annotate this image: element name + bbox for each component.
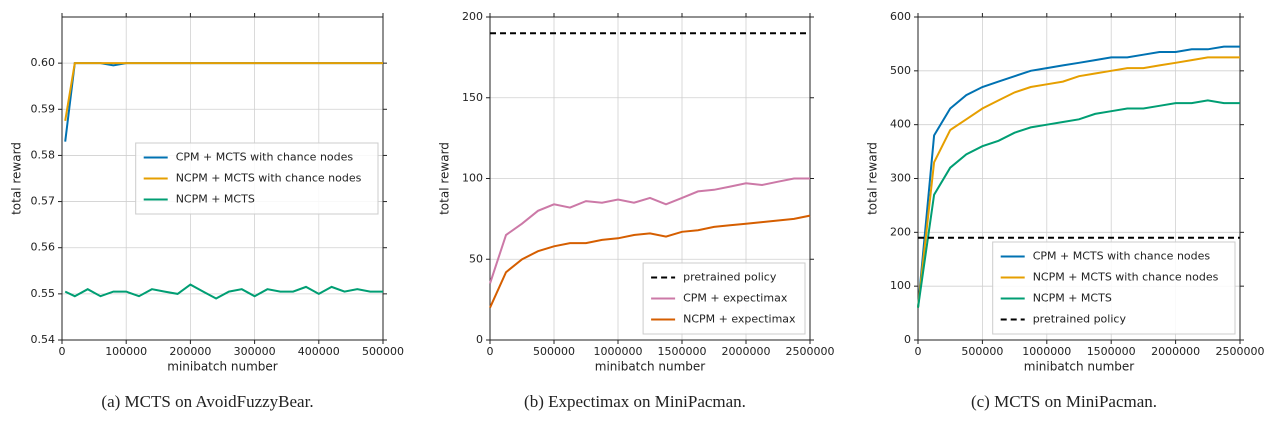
- x-tick-label: 2500000: [1216, 345, 1265, 358]
- y-tick-label: 0.57: [31, 195, 56, 208]
- y-axis-label: total reward: [10, 142, 24, 215]
- x-tick-label: 300000: [234, 345, 276, 358]
- y-tick-label: 0.60: [31, 56, 56, 69]
- panel: 0.54 0.55 0.56 0.57 0.58 0.59 0.60 0 100000 20000…: [10, 13, 404, 411]
- legend: CPM + MCTS with chance nodes NCPM + MCTS …: [135, 142, 379, 215]
- y-tick-label: 200: [890, 225, 911, 238]
- legend-label: pretrained policy: [683, 271, 777, 284]
- legend-box: [992, 241, 1236, 335]
- legend-label: NCPM + expectimax: [683, 313, 796, 326]
- y-tick-label: 0.56: [31, 241, 56, 254]
- y-axis-label: total reward: [438, 142, 452, 215]
- x-tick-label: 200000: [169, 345, 211, 358]
- y-tick-label: 500: [890, 64, 911, 77]
- legend-label: CPM + MCTS with chance nodes: [1033, 250, 1211, 263]
- x-tick-label: 2000000: [1151, 345, 1200, 358]
- legend-label: NCPM + MCTS: [176, 193, 255, 206]
- y-tick-label: 0: [476, 333, 483, 346]
- series-line: [489, 214, 811, 309]
- x-tick-label: 1000000: [1022, 345, 1071, 358]
- x-tick-label: 500000: [362, 345, 404, 358]
- legend-label: NCPM + MCTS: [1033, 292, 1112, 305]
- x-axis-label: minibatch number: [1024, 360, 1135, 374]
- legend-label: pretrained policy: [1033, 313, 1127, 326]
- legend-label: CPM + expectimax: [683, 292, 788, 305]
- y-tick-label: 0.58: [31, 148, 56, 161]
- x-tick-label: 400000: [298, 345, 340, 358]
- series-line: [64, 283, 383, 300]
- y-tick-label: 400: [890, 118, 911, 131]
- y-tick-label: 0.55: [31, 287, 56, 300]
- y-tick-label: 0.54: [31, 333, 56, 346]
- x-axis-label: minibatch number: [167, 360, 278, 374]
- legend: pretrained policy CPM + expectimax NCPM + …: [642, 262, 806, 335]
- x-axis-label: minibatch number: [595, 360, 706, 374]
- x-tick-label: 500000: [533, 345, 575, 358]
- series-line: [489, 177, 810, 284]
- plot-frame: [61, 16, 384, 341]
- x-tick-label: 100000: [105, 345, 147, 358]
- y-tick-label: 600: [890, 10, 911, 23]
- legend: CPM + MCTS with chance nodes NCPM + MCTS …: [992, 241, 1236, 335]
- series-line: [64, 62, 383, 121]
- caption: (a) MCTS on AvoidFuzzyBear.: [101, 392, 313, 411]
- x-tick-label: 1000000: [594, 345, 643, 358]
- x-tick-label: 0: [487, 345, 494, 358]
- x-tick-label: 0: [59, 345, 66, 358]
- plot-frame: [917, 16, 1241, 341]
- x-tick-label: 1500000: [658, 345, 707, 358]
- x-tick-label: 500000: [961, 345, 1003, 358]
- y-axis-label: total reward: [866, 142, 880, 215]
- series-line: [917, 56, 1240, 308]
- y-tick-label: 200: [462, 10, 483, 23]
- y-tick-label: 0.59: [31, 102, 56, 115]
- caption: (c) MCTS on MiniPacman.: [971, 392, 1157, 411]
- legend-label: NCPM + MCTS with chance nodes: [176, 172, 362, 185]
- series-line: [917, 99, 1240, 308]
- x-tick-label: 2500000: [786, 345, 835, 358]
- series-line: [917, 45, 1240, 308]
- x-tick-label: 2000000: [722, 345, 771, 358]
- y-tick-label: 150: [462, 91, 483, 104]
- caption: (b) Expectimax on MiniPacman.: [524, 392, 746, 411]
- legend-label: CPM + MCTS with chance nodes: [176, 151, 354, 164]
- y-tick-label: 50: [469, 252, 483, 265]
- legend-box: [135, 142, 379, 215]
- x-tick-label: 1500000: [1087, 345, 1136, 358]
- legend-label: NCPM + MCTS with chance nodes: [1033, 271, 1219, 284]
- panel: 0 100 200 300 400 500 600 0 500000 1000000 1500000…: [866, 10, 1265, 411]
- y-tick-label: 0: [904, 333, 911, 346]
- y-tick-label: 100: [462, 172, 483, 185]
- x-tick-label: 0: [915, 345, 922, 358]
- y-tick-label: 100: [890, 279, 911, 292]
- series-line: [64, 62, 383, 142]
- y-tick-label: 300: [890, 172, 911, 185]
- panel: 0 50 100 150 200 0 500000 1000000 1500000 2000000…: [438, 10, 835, 411]
